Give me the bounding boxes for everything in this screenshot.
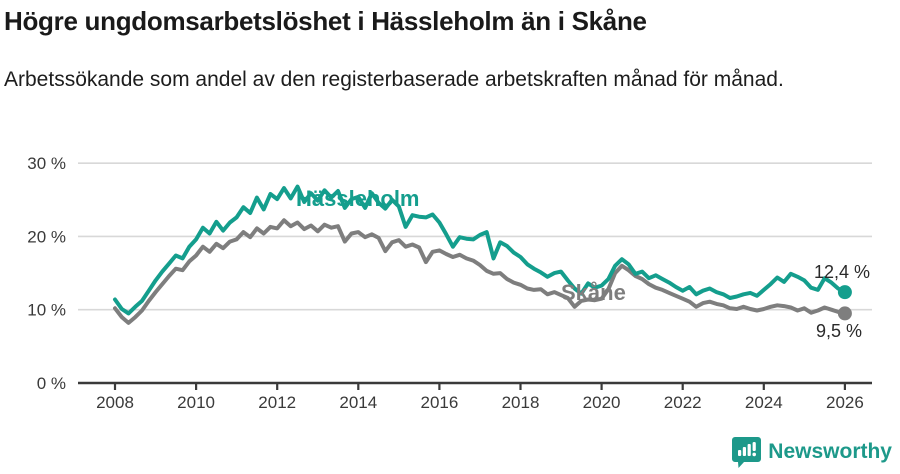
x-axis [78, 381, 872, 390]
xtick-label-2026: 2026 [826, 393, 864, 412]
xtick-label-2022: 2022 [664, 393, 702, 412]
xtick-label-2020: 2020 [583, 393, 621, 412]
brand-name: Newsworthy [768, 440, 892, 463]
series-label-hassleholm: Hässleholm [296, 186, 420, 211]
data-lines [113, 184, 852, 325]
xtick-label-2012: 2012 [258, 393, 296, 412]
newsworthy-logo[interactable]: Newsworthy [732, 436, 892, 468]
xtick-label-2014: 2014 [339, 393, 377, 412]
ytick-label-0: 0 % [37, 374, 66, 393]
newsworthy-icon [732, 437, 762, 468]
xtick-label-2008: 2008 [96, 393, 134, 412]
axis-tick-labels: 0 % 10 % 20 % 30 % 2008 2010 2012 2014 2016 2018 2… [27, 154, 864, 412]
end-value-label-skane: 9,5 % [816, 321, 862, 341]
ytick-label-10: 10 % [27, 301, 66, 320]
series-label-skane: Skåne [561, 280, 626, 305]
xtick-label-2010: 2010 [177, 393, 215, 412]
unemployment-line-chart: 0 % 10 % 20 % 30 % 2008 2010 2012 2014 2016 2018 2… [27, 154, 872, 412]
line-hässleholm [113, 184, 847, 316]
page-title: Högre ungdomsarbetslöshet i Hässleholm ä… [4, 6, 647, 36]
xtick-label-2018: 2018 [502, 393, 540, 412]
ytick-label-20: 20 % [27, 227, 66, 246]
end-value-label-hassleholm: 12,4 % [814, 262, 870, 282]
xtick-label-2016: 2016 [420, 393, 458, 412]
end-dot-skåne [837, 306, 852, 321]
xtick-label-2024: 2024 [745, 393, 783, 412]
chart-subtitle: Arbetssökande som andel av den registerb… [4, 68, 784, 91]
line-skåne [113, 218, 847, 325]
end-dot-hässleholm [837, 285, 852, 300]
ytick-label-30: 30 % [27, 154, 66, 173]
